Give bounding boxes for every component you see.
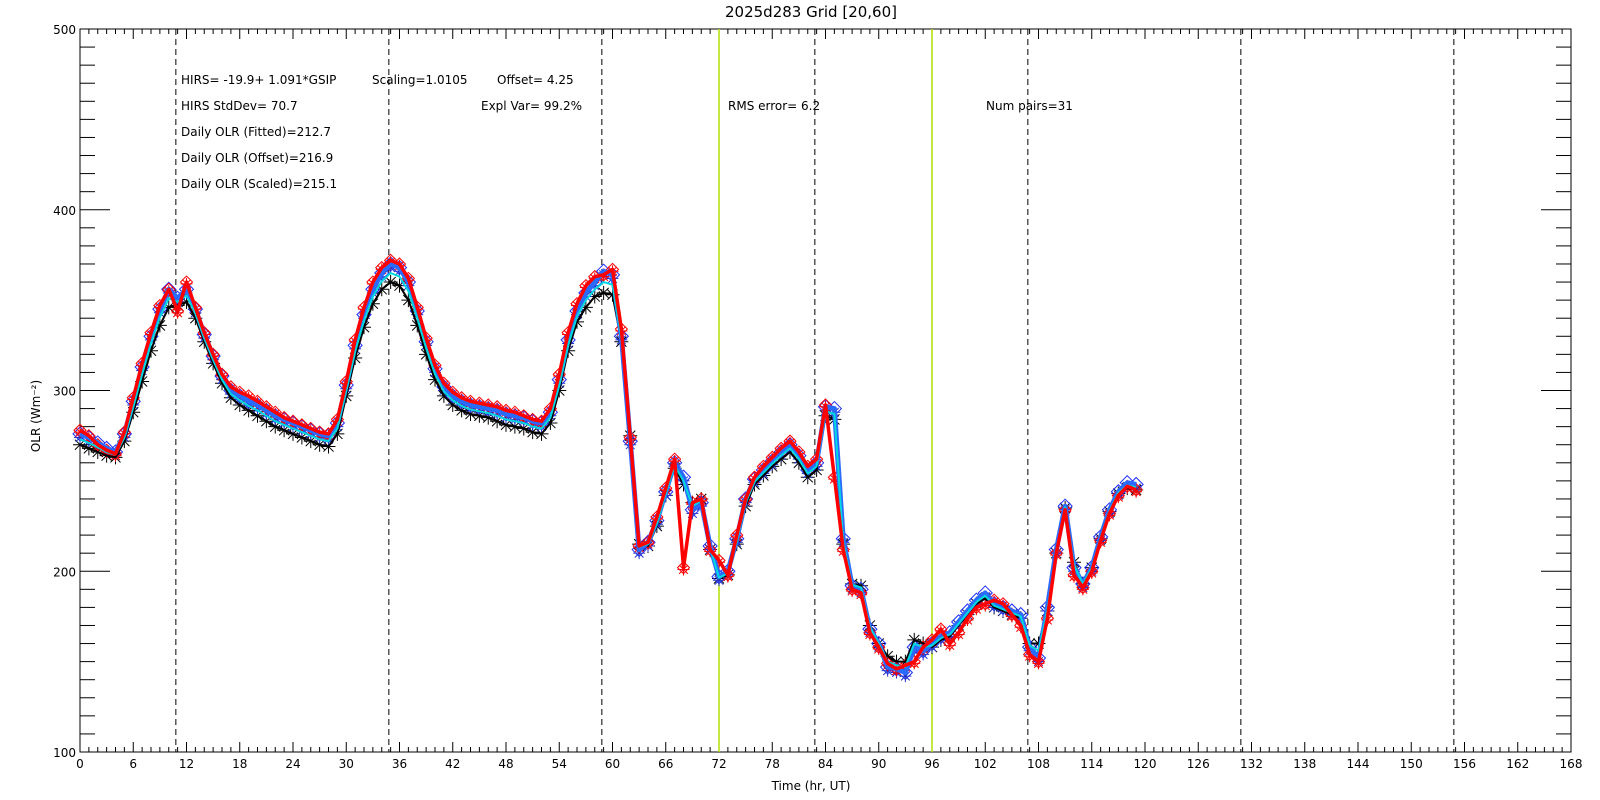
annotation-daily-scaled: Daily OLR (Scaled)=215.1 [181, 177, 337, 191]
annotation-scaling: Scaling=1.0105 [372, 73, 468, 87]
fit-statistics-annotations: HIRS= -19.9+ 1.091*GSIP Scaling=1.0105 O… [181, 73, 1073, 191]
y-tick-label: 500 [53, 23, 76, 37]
annotation-num-pairs: Num pairs=31 [986, 99, 1073, 113]
annotation-rms-error: RMS error= 6.2 [728, 99, 820, 113]
annotation-offset: Offset= 4.25 [497, 73, 574, 87]
annotation-expl-var: Expl Var= 99.2% [481, 99, 582, 113]
x-axis-label: Time (hr, UT) [771, 779, 851, 793]
x-tick-label: 42 [445, 757, 460, 771]
x-tick-label: 144 [1347, 757, 1370, 771]
red-asterisk-point [677, 563, 690, 576]
red-asterisk-point [1076, 583, 1089, 596]
x-tick-label: 126 [1187, 757, 1210, 771]
x-tick-label: 78 [765, 757, 780, 771]
annotation-daily-fitted: Daily OLR (Fitted)=212.7 [181, 125, 331, 139]
x-tick-label: 60 [605, 757, 620, 771]
red-asterisk-point [597, 270, 610, 283]
x-tick-label: 72 [711, 757, 726, 771]
annotation-regression: HIRS= -19.9+ 1.091*GSIP [181, 73, 336, 87]
x-tick-label: 30 [339, 757, 354, 771]
plot-area: 0 6 12 18 24 30 36 42 48 54 60 66 72 78 84 90 96 102 108 11… [53, 23, 1582, 771]
x-tick-label: 24 [285, 757, 300, 771]
y-axis-ticks: 100 200 300 400 500 [53, 23, 1571, 760]
x-tick-label: 36 [392, 757, 407, 771]
x-tick-label: 6 [129, 757, 137, 771]
blue-series-line [79, 261, 1137, 675]
x-axis-ticks: 0 6 12 18 24 30 36 42 48 54 60 66 72 78 84 90 96 102 108 11… [76, 29, 1582, 771]
y-tick-label: 100 [53, 746, 76, 760]
x-tick-label: 84 [818, 757, 833, 771]
red-asterisk-point [171, 306, 184, 319]
y-tick-label: 300 [53, 385, 76, 399]
x-tick-label: 132 [1240, 757, 1263, 771]
red-asterisk-point [1032, 657, 1045, 670]
red-asterisk-markers [74, 256, 1143, 677]
red-diamond-markers [73, 253, 1143, 676]
annotation-stddev: HIRS StdDev= 70.7 [181, 99, 298, 113]
x-tick-label: 96 [924, 757, 939, 771]
red-asterisk-point [721, 570, 734, 583]
blue-diamond-markers [72, 256, 1144, 681]
x-tick-label: 150 [1400, 757, 1423, 771]
x-tick-label: 162 [1506, 757, 1529, 771]
y-tick-label: 200 [53, 565, 76, 579]
x-tick-label: 168 [1560, 757, 1583, 771]
red-series-line [79, 258, 1137, 671]
x-tick-label: 114 [1080, 757, 1103, 771]
x-tick-label: 54 [552, 757, 567, 771]
blue-asterisk-point [713, 574, 725, 587]
red-asterisk-point [1130, 485, 1143, 498]
x-tick-label: 0 [76, 757, 84, 771]
x-tick-label: 120 [1134, 757, 1157, 771]
blue-asterisk-point [899, 670, 912, 683]
x-tick-label: 102 [974, 757, 997, 771]
y-axis-label: OLR (Wm⁻²) [29, 380, 43, 452]
cyan-series-line [79, 272, 1137, 668]
x-tick-label: 90 [871, 757, 886, 771]
x-tick-label: 12 [179, 757, 194, 771]
blue-asterisk-markers [74, 261, 1143, 683]
red-asterisk-point [943, 639, 956, 652]
black-asterisk-markers [73, 275, 1144, 669]
x-tick-label: 66 [658, 757, 673, 771]
x-tick-label: 18 [232, 757, 247, 771]
y-tick-label: 400 [53, 204, 76, 218]
annotation-daily-offset: Daily OLR (Offset)=216.9 [181, 151, 333, 165]
x-tick-label: 108 [1027, 757, 1050, 771]
x-tick-label: 156 [1453, 757, 1476, 771]
chart-title: 2025d283 Grid [20,60] [725, 3, 897, 21]
x-tick-label: 138 [1293, 757, 1316, 771]
x-tick-label: 48 [498, 757, 513, 771]
